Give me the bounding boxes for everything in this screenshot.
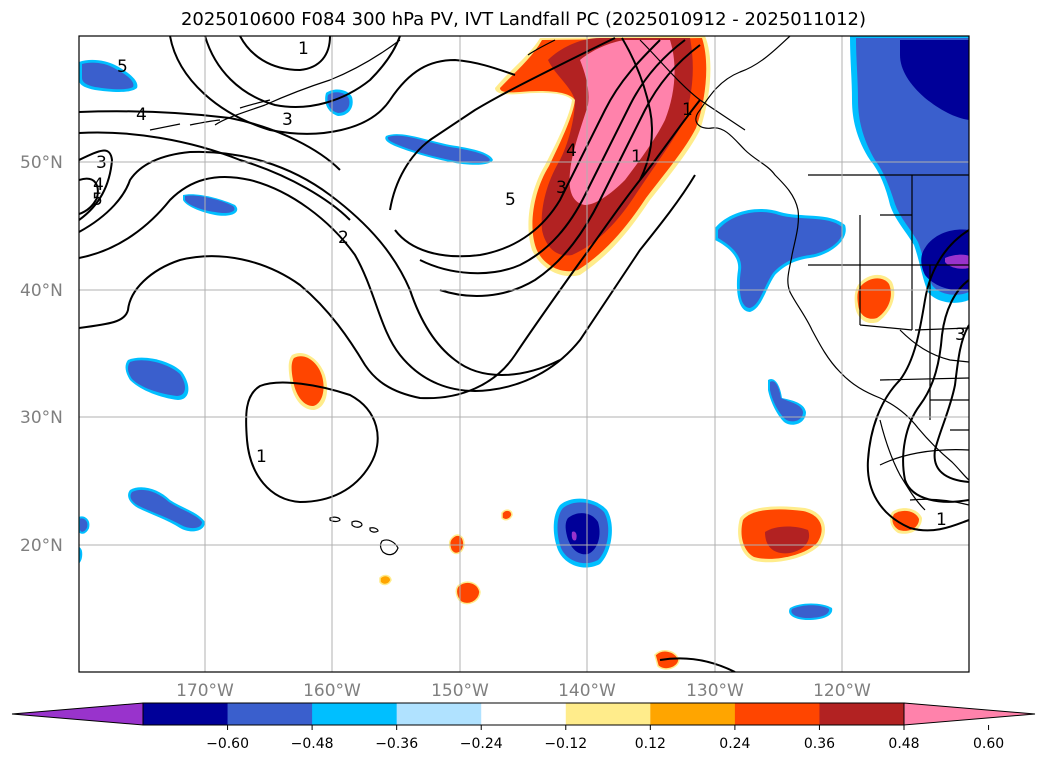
colorbar-swatch bbox=[396, 703, 482, 725]
colorbar-tick-label: −0.12 bbox=[544, 736, 587, 752]
contour-label: 1 bbox=[256, 447, 267, 467]
contour-label: 3 bbox=[955, 325, 966, 345]
contour-2 bbox=[79, 174, 696, 392]
contour-1-east-ridge bbox=[621, 37, 653, 181]
contour-3-west bbox=[79, 131, 351, 221]
contour-label: 2 bbox=[338, 228, 349, 248]
negative-anomaly-shading bbox=[79, 36, 969, 620]
contour-label: 5 bbox=[505, 190, 516, 210]
contour-label: 3 bbox=[96, 153, 107, 173]
lon-label-130w: 130°W bbox=[686, 681, 744, 701]
contour-label: 1 bbox=[682, 100, 693, 120]
blob-22n-146w bbox=[501, 509, 513, 521]
blob-west-edge bbox=[79, 516, 90, 534]
contour-label: 1 bbox=[936, 510, 947, 530]
lat-label-50n: 50°N bbox=[20, 153, 63, 173]
contour-east-2 bbox=[902, 279, 969, 503]
colorbar-tick-label: 0.24 bbox=[719, 736, 750, 752]
colorbar-swatch bbox=[565, 703, 651, 725]
contour-label: 4 bbox=[566, 141, 577, 161]
colorbar: −0.60 −0.48 −0.36 −0.24 −0.12 0.12 0.24 0.36 0.4… bbox=[11, 702, 1036, 752]
contour-label: 1 bbox=[631, 147, 642, 167]
colorbar-extend-right bbox=[903, 702, 1036, 726]
contour-label: 5 bbox=[92, 190, 103, 210]
contour-5-inner bbox=[389, 37, 616, 211]
colorbar-swatch bbox=[819, 703, 905, 725]
lat-label-20n: 20°N bbox=[20, 536, 63, 556]
contour-northwest-1 bbox=[239, 36, 331, 72]
lat-label-40n: 40°N bbox=[20, 281, 63, 301]
blob-canada-core bbox=[900, 40, 969, 120]
map-title: 2025010600 F084 300 hPa PV, IVT Landfall… bbox=[180, 9, 867, 30]
colorbar-tick-label: −0.60 bbox=[206, 736, 249, 752]
blob-20n-151w bbox=[448, 534, 465, 555]
lon-label-160w: 160°W bbox=[303, 681, 361, 701]
contour-northwest-2 bbox=[204, 36, 401, 108]
colorbar-tick-label: −0.24 bbox=[460, 736, 503, 752]
colorbar-tick-label: 0.48 bbox=[888, 736, 919, 752]
contour-label: 4 bbox=[93, 175, 104, 195]
contour-east-1 bbox=[866, 229, 969, 532]
contour-east-3 bbox=[933, 324, 969, 483]
colorbar-swatch bbox=[650, 703, 736, 725]
map-plot-area: 1 3 4 5 3 4 5 2 5 4 3 1 1 1 1 3 bbox=[79, 36, 969, 672]
contour-west-band-3 bbox=[79, 150, 561, 376]
contour-labels: 1 3 4 5 3 4 5 2 5 4 3 1 1 1 1 3 bbox=[92, 39, 966, 530]
contour-4-inner bbox=[394, 39, 661, 258]
lon-label-150w: 150°W bbox=[431, 681, 489, 701]
colorbar-frame bbox=[142, 702, 905, 726]
lon-label-120w: 120°W bbox=[813, 681, 871, 701]
contour-label: 3 bbox=[282, 110, 293, 130]
contour-label: 3 bbox=[556, 178, 567, 198]
contour-2-inner bbox=[439, 44, 701, 297]
blob-17n-161w bbox=[379, 574, 392, 586]
contour-west-band-1 bbox=[79, 149, 114, 221]
pv-contours bbox=[79, 36, 969, 672]
latitude-labels: 50°N 40°N 30°N 20°N bbox=[20, 153, 63, 556]
contour-west-band-2 bbox=[79, 177, 99, 215]
graticule bbox=[79, 36, 969, 672]
lat-label-30n: 30°N bbox=[20, 408, 63, 428]
colorbar-tick-label: 0.60 bbox=[973, 736, 1004, 752]
colorbar-extend-left bbox=[11, 702, 144, 726]
contour-1-central bbox=[245, 381, 379, 504]
coastlines bbox=[149, 36, 969, 556]
plot-frame bbox=[78, 35, 970, 673]
contour-4-west bbox=[79, 110, 341, 171]
colorbar-swatch bbox=[734, 703, 820, 725]
lon-label-140w: 140°W bbox=[558, 681, 616, 701]
colorbar-swatch bbox=[481, 703, 567, 725]
lon-label-170w: 170°W bbox=[176, 681, 234, 701]
colorbar-tick-label: 0.12 bbox=[635, 736, 666, 752]
colorbar-tick-label: 0.36 bbox=[804, 736, 835, 752]
contour-label: 1 bbox=[298, 39, 309, 59]
colorbar-tick-label: −0.48 bbox=[291, 736, 334, 752]
colorbar-tick-label: −0.36 bbox=[375, 736, 418, 752]
contour-1-west bbox=[79, 99, 701, 400]
colorbar-swatch bbox=[227, 703, 313, 725]
colorbar-swatch bbox=[143, 703, 229, 725]
longitude-labels: 170°W 160°W 150°W 140°W 130°W 120°W bbox=[176, 681, 871, 701]
contour-label: 4 bbox=[136, 105, 147, 125]
blob-16n-149w bbox=[455, 581, 481, 605]
colorbar-swatch bbox=[312, 703, 398, 725]
contour-south-edge bbox=[659, 657, 736, 672]
contour-label: 5 bbox=[117, 57, 128, 77]
